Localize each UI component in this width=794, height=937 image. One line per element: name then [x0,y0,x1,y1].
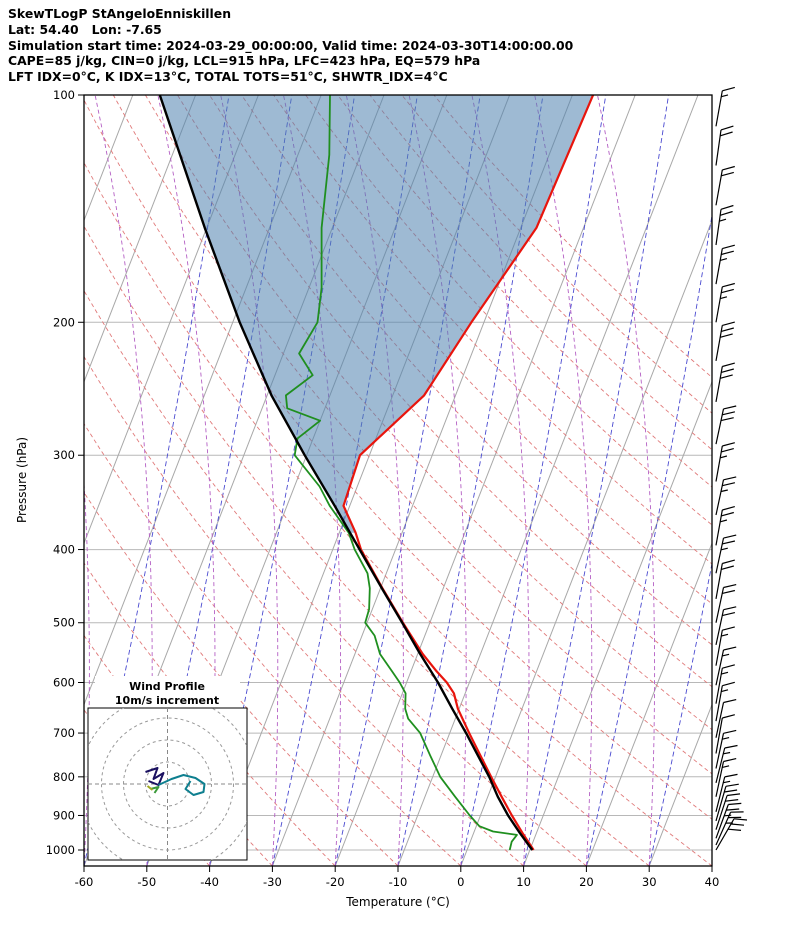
temperature-curve [158,95,534,851]
x-tick-label: 20 [579,875,594,889]
y-tick-label: 700 [53,726,75,740]
cape-indices-line: CAPE=85 j/kg, CIN=0 j/kg, LCL=915 hPa, L… [8,53,481,69]
hodograph-inset [87,676,248,861]
y-tick-label: 400 [53,543,75,557]
hodograph-rings [88,708,247,860]
y-tick-label: 800 [53,770,75,784]
x-tick-label: -30 [263,875,282,889]
x-tick-label: -20 [326,875,345,889]
cape-shade [159,95,594,533]
stability-indices-line: LFT IDX=0°C, K IDX=13°C, TOTAL TOTS=51°C… [8,69,448,85]
hodograph-trace [145,767,165,786]
x-tick-label: -40 [200,875,219,889]
x-tick-label: 40 [705,875,720,889]
x-tick-label: 30 [642,875,657,889]
wind-barbs [715,86,748,851]
hodograph-trace [150,786,160,794]
hodograph-title-patch [95,676,240,709]
y-tick-label: 1000 [46,843,75,857]
y-tick-label: 600 [53,676,75,690]
dewpoint-curve [285,95,518,851]
x-tick-label: -50 [137,875,156,889]
y-tick-label: 500 [53,616,75,630]
hodograph-title: Wind Profile [129,680,205,693]
parcel-curve [342,95,595,851]
y-tick-label: 300 [53,448,75,462]
simulation-time-line: Simulation start time: 2024-03-29_00:00:… [8,37,574,53]
axes: -60 -50 -40 -30 -20 -10 0 10 20 30 40 100 200 300 400 5… [46,88,720,889]
y-axis-title: Pressure (hPa) [15,437,29,523]
x-tick-label: 10 [516,875,531,889]
y-tick-label: 900 [53,808,75,822]
y-tick-label: 200 [53,315,75,329]
hodograph-trace [158,774,206,796]
page-title: SkewTLogP StAngeloEnniskillen [8,6,232,21]
hodograph-trace [146,785,154,791]
x-tick-label: 0 [457,875,464,889]
y-tick-label: 100 [53,88,75,102]
x-tick-label: -60 [75,875,94,889]
hodograph-subtitle: 10m/s increment [115,694,219,707]
header: SkewTLogP StAngeloEnniskillen Lat: 54.40… [8,6,573,85]
plot-layers: -60 -50 -40 -30 -20 -10 0 10 20 30 40 100 200 300 400 5… [46,86,748,889]
x-tick-label: -10 [389,875,408,889]
x-axis-title: Temperature (°C) [345,895,450,909]
latlon-line: Lat: 54.40 Lon: -7.65 [8,21,162,37]
